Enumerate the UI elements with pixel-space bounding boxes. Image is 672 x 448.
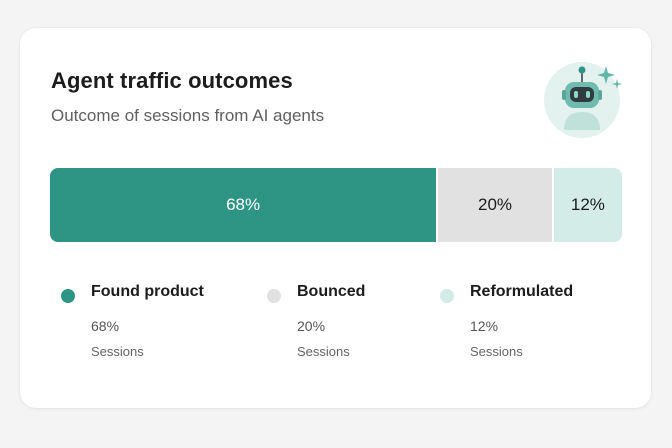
legend-value: 20% [297, 318, 326, 334]
bar-segment-found-product: 68% [50, 168, 437, 242]
legend-label: Reformulated [470, 283, 574, 300]
robot-icon [542, 58, 626, 142]
bar-segment-bounced: 20% [436, 168, 552, 242]
card-title: Agent traffic outcomes [51, 68, 293, 93]
bar-value-label: 20% [478, 195, 513, 214]
bar-value-label: 68% [226, 195, 261, 214]
outcomes-card: Agent traffic outcomes Outcome of sessio… [20, 28, 651, 408]
legend-unit: Sessions [91, 344, 144, 359]
legend-unit: Sessions [297, 344, 350, 359]
stacked-bar: 68% 20% 12% [50, 168, 622, 242]
legend-unit: Sessions [470, 344, 523, 359]
bar-value-label: 12% [570, 195, 605, 214]
legend-value: 68% [91, 318, 120, 334]
legend-label: Found product [91, 283, 204, 300]
card-subtitle: Outcome of sessions from AI agents [51, 106, 325, 125]
found-product-swatch [61, 289, 75, 303]
bar-segment-reformulated: 12% [551, 168, 622, 242]
legend-label: Bounced [297, 283, 366, 300]
bounced-swatch [267, 289, 281, 303]
reformulated-swatch [440, 289, 454, 303]
legend-value: 12% [470, 318, 499, 334]
